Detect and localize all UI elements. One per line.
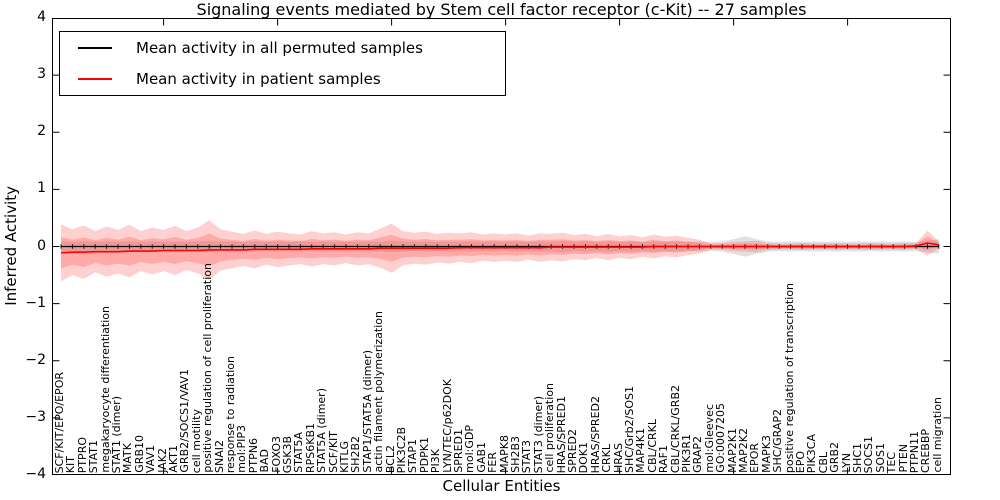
y-tick-label: 2: [37, 123, 46, 140]
x-tick-label: BAD: [258, 449, 272, 473]
x-tick-label: STAT1: [87, 439, 101, 473]
x-tick-label: PIK3CA: [805, 433, 819, 473]
x-tick-label: positive regulation of cell proliferatio…: [201, 263, 215, 473]
x-tick-label: STAT5A: [292, 432, 306, 473]
x-tick-label: MAP4K1: [634, 428, 648, 473]
x-tick-label: BCL2: [383, 444, 397, 473]
y-tick-label: 4: [37, 9, 46, 25]
chart-title: Signaling events mediated by Stem cell f…: [196, 0, 807, 19]
legend: Mean activity in all permuted samples Me…: [59, 31, 506, 96]
x-tick-label: LYN/TEC/p62DOK: [440, 379, 454, 473]
x-tick-label: actin filament polymerization: [372, 311, 386, 473]
patient-line-swatch: [78, 78, 112, 81]
y-tick-label: −4: [25, 466, 46, 482]
x-tick-label: HRAS: [611, 443, 625, 473]
x-tick-label: GO:0007205: [714, 403, 728, 473]
legend-label: Mean activity in all permuted samples: [136, 38, 423, 57]
legend-item-permuted: Mean activity in all permuted samples: [78, 39, 505, 57]
x-tick-label: RAF1: [657, 444, 671, 473]
x-tick-label: GRB2: [828, 442, 842, 473]
x-tick-label: FOXO3: [269, 436, 283, 473]
x-axis-title: Cellular Entities: [442, 477, 561, 495]
x-tick-label: PTEN: [896, 444, 910, 473]
legend-item-patient: Mean activity in patient samples: [78, 70, 505, 88]
x-tick-label: CBL/CRKL/GRB2: [668, 384, 682, 473]
x-tick-label: SNAI2: [212, 440, 226, 473]
x-tick-label: STAP1: [406, 438, 420, 473]
y-tick-label: −2: [25, 351, 46, 368]
x-tick-label: CRKL: [600, 444, 614, 473]
x-tick-label: STAT3: [520, 439, 534, 473]
x-tick-label: JAK2: [155, 448, 169, 473]
x-tick-label: HRAS/SPRED1: [554, 395, 568, 473]
patient-mean-line: [60, 242, 939, 254]
x-tick-label: MAPK8: [497, 435, 511, 473]
x-tick-label: LYN: [839, 453, 853, 473]
x-tick-label: KIT: [64, 455, 78, 473]
x-axis-ticks: [163, 18, 849, 475]
x-tick-label: MAP2K1: [725, 428, 739, 473]
y-tick-label: −3: [25, 408, 46, 425]
x-tick-label: cell proliferation: [543, 383, 557, 473]
x-tick-label: megakaryocyte differentiation: [98, 306, 112, 473]
x-tick-label: SH2B2: [349, 436, 363, 473]
y-tick-label: −1: [25, 294, 46, 311]
x-tick-label: SHC/GRAP2: [771, 409, 785, 473]
x-tick-label: DOK1: [577, 441, 591, 473]
x-tick-label: VAV1: [144, 444, 158, 473]
y-tick-label: 1: [37, 180, 46, 197]
x-tick-label: SOCS1: [862, 435, 876, 473]
x-tick-label: cell migration: [930, 397, 944, 473]
x-tick-label: mol:GDP: [463, 425, 477, 473]
x-tick-label: MATK: [121, 442, 135, 473]
y-tick-label: 3: [37, 66, 46, 83]
permuted-line-swatch: [78, 46, 112, 49]
patient-std-band-outer: [61, 220, 939, 282]
plot-area: [52, 18, 951, 475]
legend-label: Mean activity in patient samples: [136, 70, 381, 89]
x-tick-label: STAT5A (dimer): [315, 388, 329, 473]
patient-std-band-inner: [61, 233, 939, 269]
y-tick-label: 0: [37, 237, 46, 254]
x-tick-label: GRB2/SOCS1/VAV1: [178, 369, 192, 473]
x-tick-label: PI3K: [429, 448, 443, 473]
x-tick-label: CREBBP: [919, 429, 933, 473]
y-axis-ticks: [52, 18, 951, 475]
x-tick-label: GRAP2: [691, 436, 705, 473]
x-tick-label: EPOR: [748, 443, 762, 473]
x-tick-label: TEC: [885, 451, 899, 473]
x-tick-label: FER: [486, 452, 500, 473]
x-tick-label: SCF/KIT: [326, 431, 340, 473]
x-tick-label: mol:PIP3: [235, 425, 249, 473]
x-tick-label: positive regulation of transcription: [782, 282, 796, 473]
